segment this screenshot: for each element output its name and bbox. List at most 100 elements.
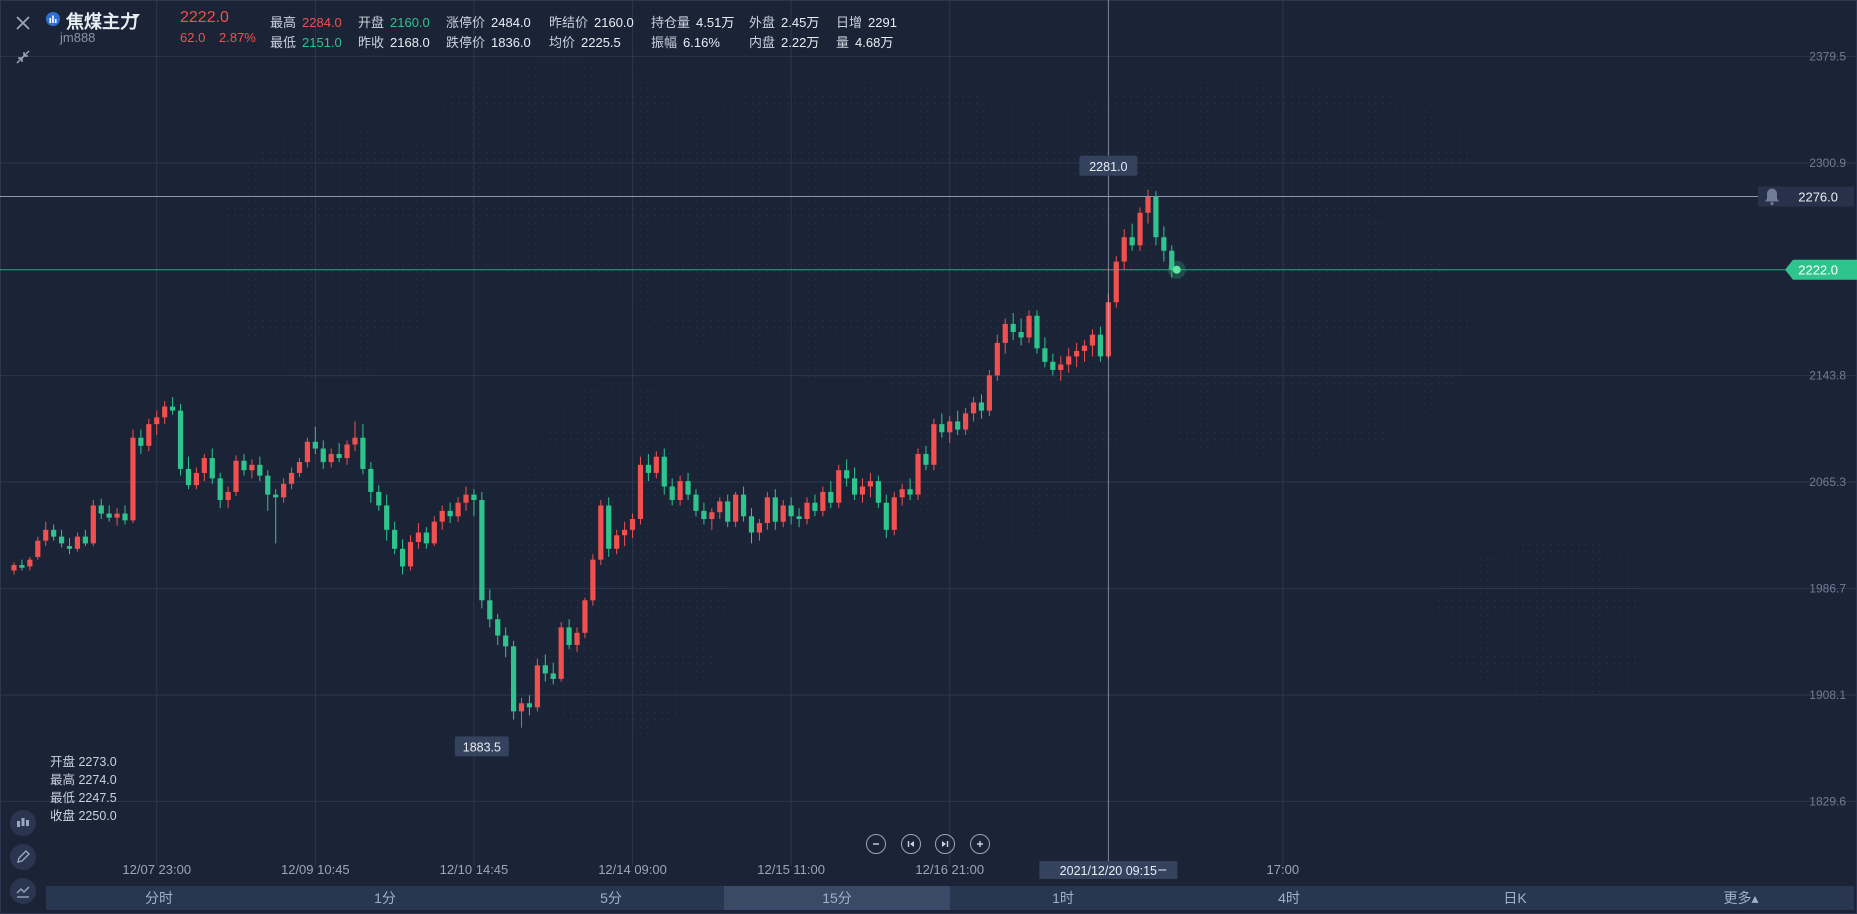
candle-body <box>693 494 699 511</box>
candle-body <box>510 646 517 712</box>
candle-body <box>963 413 969 430</box>
bell-clapper <box>1770 201 1774 206</box>
candle-body <box>828 491 834 503</box>
candle-body <box>503 635 509 647</box>
high-marker-label: 2281.0 <box>1089 160 1127 174</box>
stat-label: 量 <box>836 35 850 50</box>
candle-body <box>1089 334 1096 346</box>
candle-body <box>748 516 755 533</box>
last-price-dot <box>1172 265 1181 274</box>
candle-body <box>1034 315 1040 349</box>
draw-tool-button[interactable] <box>10 844 36 870</box>
candle-body <box>1137 212 1143 246</box>
stat-stats_row2-4: 振幅 6.16% <box>651 32 720 51</box>
tab-0[interactable]: 分时 <box>145 890 173 906</box>
candle-body <box>733 494 739 522</box>
ohlc-open: 开盘 2273.0 <box>50 755 117 769</box>
stat-value: 2160.0 <box>594 15 634 30</box>
candle-body <box>11 565 17 571</box>
ohlc-low: 最低 2247.5 <box>50 791 117 805</box>
zoom-in-button[interactable] <box>970 834 990 854</box>
candle-body <box>685 481 691 495</box>
candle-body <box>122 513 128 521</box>
candle-body <box>170 406 176 411</box>
candle-body <box>1161 237 1167 251</box>
ohlc-panel: 开盘 2273.0 最高 2274.0 最低 2247.5 收盘 2250.0 <box>50 753 117 825</box>
candle-body <box>915 453 921 495</box>
candle-body <box>820 491 826 511</box>
tab-4[interactable]: 1时 <box>1052 890 1074 906</box>
candle-body <box>1129 237 1135 246</box>
close-button[interactable] <box>10 10 36 36</box>
candle-body <box>58 536 65 544</box>
candle-body <box>812 502 818 511</box>
indicator-icon <box>16 886 30 898</box>
candle-body <box>1153 196 1159 238</box>
stat-value: 2291 <box>868 15 897 30</box>
dropdown-icon[interactable] <box>130 10 142 25</box>
tab-3[interactable]: 15分 <box>724 886 950 910</box>
candle-body <box>1097 334 1104 357</box>
instrument-code: jm888 <box>60 30 96 45</box>
candle-style-button[interactable] <box>10 810 36 836</box>
candles-layer <box>11 189 1175 728</box>
zoom-in-icon <box>977 841 983 847</box>
stat-label: 持仓量 <box>651 15 691 30</box>
tab-7[interactable]: 更多▴ <box>1723 890 1759 906</box>
candle-body <box>162 406 168 418</box>
stat-value: 2.22万 <box>781 35 820 50</box>
candle-body <box>130 437 136 521</box>
stat-label: 昨收 <box>358 35 385 50</box>
tab-6[interactable]: 日K <box>1503 890 1527 906</box>
candle-body <box>566 627 572 645</box>
candle-body <box>304 441 311 463</box>
tab-2[interactable]: 5分 <box>600 890 622 906</box>
candle-body <box>883 502 889 530</box>
candle-body <box>328 453 334 463</box>
tab-5[interactable]: 4时 <box>1278 890 1300 906</box>
stat-stats_row2-1: 昨收 2168.0 <box>358 32 430 51</box>
stat-label: 涨停价 <box>446 15 486 30</box>
candle-body <box>447 510 453 517</box>
low-marker-label: 1883.5 <box>463 740 501 754</box>
candle-body <box>725 501 731 522</box>
indicator-button[interactable] <box>10 878 36 904</box>
candle-body <box>66 546 73 549</box>
candle-body <box>455 502 461 517</box>
last-price: 2222.0 <box>180 9 229 26</box>
stat-label: 开盘 <box>358 15 385 30</box>
candle-body <box>637 464 644 519</box>
candle-body <box>415 532 422 543</box>
bell-icon[interactable] <box>1765 188 1779 206</box>
close-icon <box>16 16 30 30</box>
stat-label: 昨结价 <box>549 15 589 30</box>
alert-price-box[interactable] <box>1758 186 1854 207</box>
candle-body <box>986 375 992 411</box>
x-axis-label: 17:00 <box>1267 862 1300 877</box>
stat-label: 日增 <box>836 15 863 30</box>
candle-body <box>392 529 398 549</box>
candle-body <box>344 444 350 459</box>
candle-body <box>867 481 874 487</box>
candle-body <box>606 505 612 549</box>
stat-stats_row2-3: 均价 2225.5 <box>549 32 621 51</box>
candle-body <box>90 505 96 544</box>
zoom-out-button[interactable] <box>866 834 886 854</box>
candle-body <box>717 501 723 513</box>
instrument-title[interactable]: 焦煤主力 <box>66 12 138 32</box>
stat-value: 2225.5 <box>581 35 621 50</box>
prev-button[interactable] <box>901 834 921 854</box>
stat-value: 2484.0 <box>491 15 531 30</box>
next-button[interactable] <box>935 834 955 854</box>
collapse-button[interactable] <box>10 44 36 70</box>
stat-stats_row2-6: 量 4.68万 <box>836 32 893 51</box>
candle-body <box>368 468 374 492</box>
candle-body <box>233 460 239 492</box>
tab-1[interactable]: 1分 <box>374 890 396 906</box>
candles-icon <box>17 818 29 827</box>
candle-body <box>82 536 88 544</box>
high-marker-box <box>1079 155 1138 176</box>
stat-stats_row1-2: 涨停价 2484.0 <box>446 12 531 31</box>
low-marker-box <box>454 736 509 757</box>
